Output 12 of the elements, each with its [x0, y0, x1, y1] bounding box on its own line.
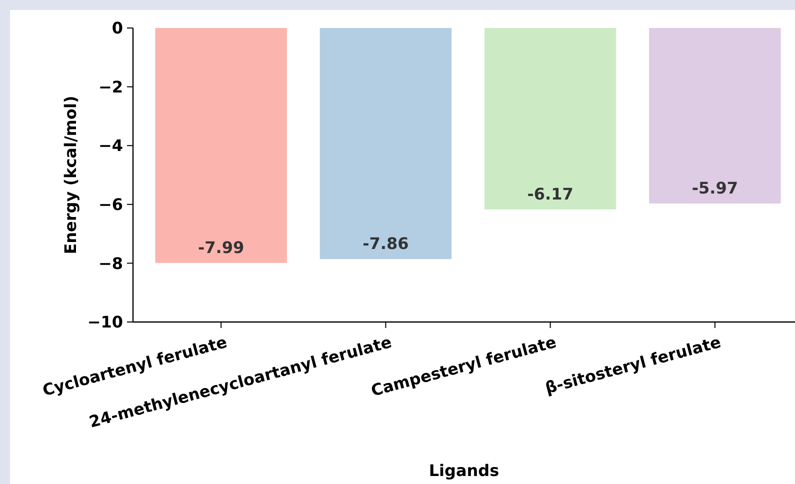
y-axis-title: Energy (kcal/mol) — [61, 96, 80, 254]
y-tick-label: −2 — [98, 77, 123, 96]
x-axis-title: Ligands — [428, 461, 500, 480]
y-tick-label: −6 — [98, 195, 123, 214]
y-tick-label: −4 — [98, 136, 123, 156]
y-tick-label: −8 — [98, 254, 123, 273]
y-tick-label: 0 — [112, 18, 123, 38]
data-label: -7.86 — [362, 234, 409, 254]
y-tick-label: −10 — [87, 312, 123, 332]
data-label: -5.97 — [692, 178, 738, 198]
data-label: -7.99 — [198, 238, 244, 257]
data-label: -6.17 — [527, 184, 574, 204]
